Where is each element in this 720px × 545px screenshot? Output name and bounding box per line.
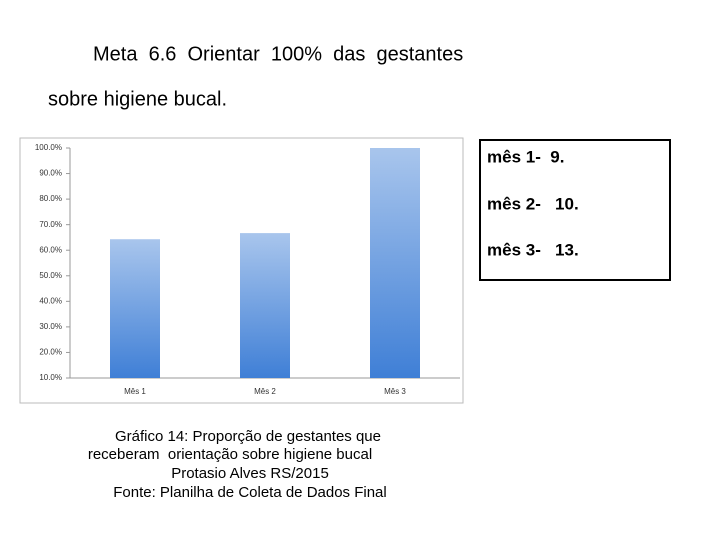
box-line: mês 2- 10. [487, 194, 579, 213]
bar [240, 233, 290, 378]
bar [110, 239, 160, 378]
y-tick-label: 100.0% [35, 143, 62, 152]
y-tick-label: 80.0% [39, 194, 62, 203]
y-tick-label: 70.0% [39, 220, 62, 229]
y-tick-label: 40.0% [39, 296, 62, 305]
bar [370, 148, 420, 378]
legend-box [479, 139, 671, 281]
caption-line: Gráfico 14: Proporção de gestantes que [115, 428, 381, 445]
caption-line: Fonte: Planilha de Coleta de Dados Final [113, 484, 387, 501]
box-line: mês 3- 13. [487, 240, 579, 259]
x-tick-label: Mês 3 [384, 387, 406, 396]
title-line: Meta 6.6 Orientar 100% das gestantes [93, 43, 463, 65]
title-line: sobre higiene bucal. [48, 88, 227, 110]
y-tick-label: 50.0% [39, 271, 62, 280]
box-line: mês 1- 9. [487, 147, 565, 166]
x-tick-label: Mês 1 [124, 387, 146, 396]
x-tick-label: Mês 2 [254, 387, 276, 396]
y-tick-label: 20.0% [39, 348, 62, 357]
caption-line: Protasio Alves RS/2015 [171, 465, 329, 482]
y-tick-label: 60.0% [39, 245, 62, 254]
y-tick-label: 30.0% [39, 322, 62, 331]
y-tick-label: 90.0% [39, 169, 62, 178]
y-tick-label: 10.0% [39, 373, 62, 382]
caption-line: receberam orientação sobre higiene bucal [88, 446, 372, 463]
